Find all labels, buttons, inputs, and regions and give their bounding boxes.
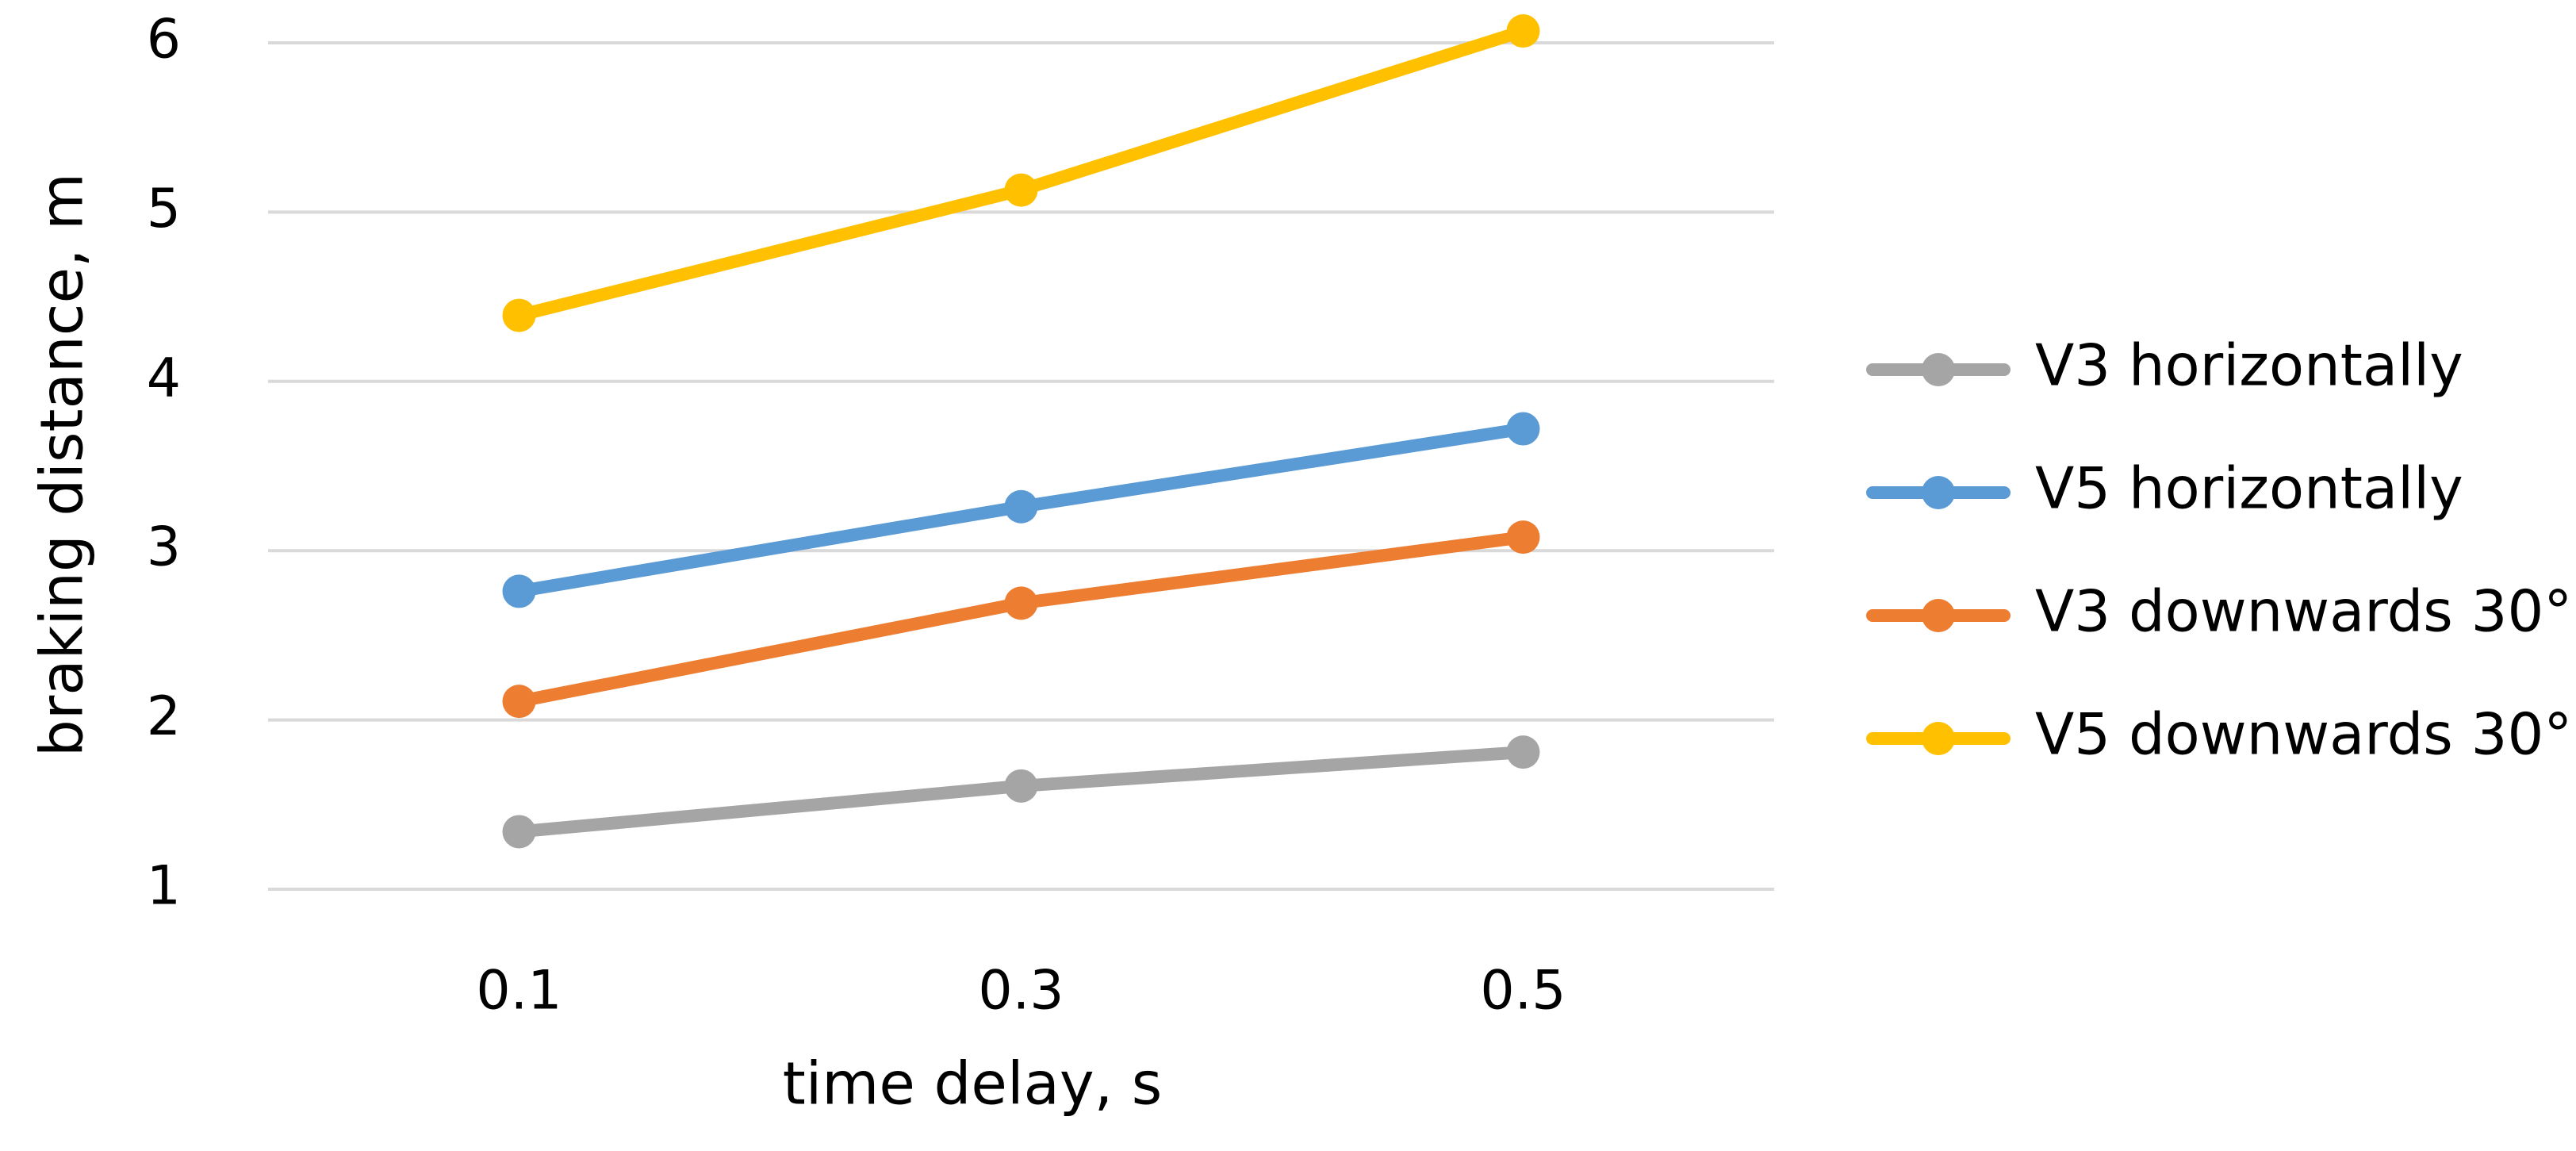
data-point bbox=[1506, 14, 1540, 48]
data-point bbox=[1506, 735, 1540, 769]
legend-label: V5 horizontally bbox=[2035, 455, 2463, 522]
data-point bbox=[1004, 489, 1038, 524]
x-tick-label: 0.1 bbox=[476, 960, 562, 1022]
x-tick-label: 0.5 bbox=[1480, 960, 1566, 1022]
data-point bbox=[1004, 586, 1038, 620]
data-point bbox=[502, 574, 536, 608]
x-axis-title: time delay, s bbox=[783, 1050, 1163, 1118]
data-point bbox=[1004, 173, 1038, 207]
y-axis-title: braking distance, m bbox=[29, 173, 97, 757]
data-point bbox=[502, 298, 536, 332]
legend-marker bbox=[1922, 476, 1955, 509]
data-point bbox=[502, 685, 536, 719]
legend-label: V5 downwards 30° bbox=[2035, 701, 2572, 768]
legend-label: V3 horizontally bbox=[2035, 332, 2463, 399]
y-tick-label: 5 bbox=[147, 178, 181, 240]
legend-label: V3 downwards 30° bbox=[2035, 578, 2572, 645]
y-tick-label: 6 bbox=[147, 9, 181, 71]
y-tick-label: 4 bbox=[147, 347, 181, 409]
legend-marker bbox=[1922, 353, 1955, 386]
data-point bbox=[502, 815, 536, 849]
data-point bbox=[1506, 412, 1540, 446]
x-tick-label: 0.3 bbox=[978, 960, 1064, 1022]
legend-marker bbox=[1922, 599, 1955, 632]
series-line bbox=[512, 25, 1530, 322]
y-tick-label: 3 bbox=[147, 516, 181, 579]
legend-marker bbox=[1922, 722, 1955, 755]
y-tick-label: 2 bbox=[147, 685, 181, 748]
y-tick-label: 1 bbox=[147, 855, 181, 918]
data-point bbox=[1004, 769, 1038, 803]
data-point bbox=[1506, 520, 1540, 554]
